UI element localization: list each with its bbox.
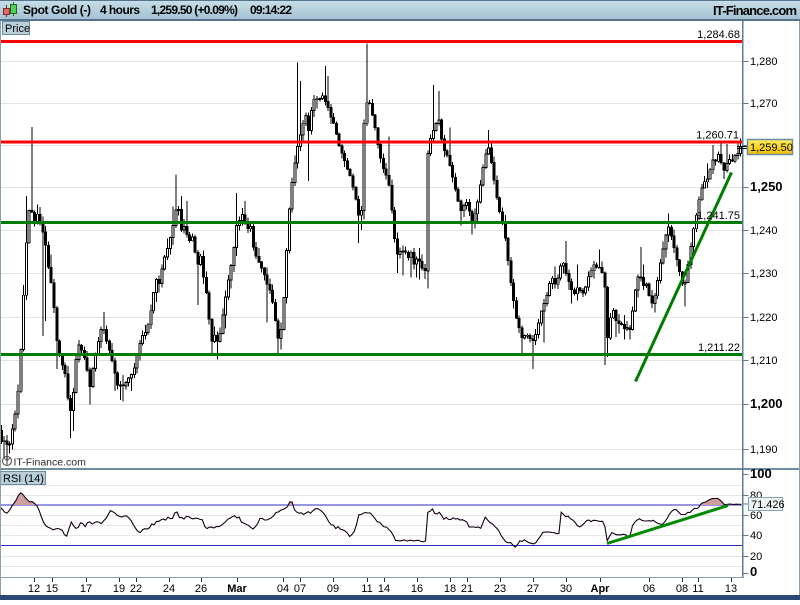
svg-text:4 hours: 4 hours	[100, 3, 140, 17]
svg-text:RSI (14): RSI (14)	[3, 473, 44, 485]
svg-text:21: 21	[461, 583, 473, 595]
svg-text:IT-Finance.com: IT-Finance.com	[14, 457, 87, 469]
svg-text:26: 26	[195, 583, 207, 595]
svg-text:1,259.50 (+0.09%): 1,259.50 (+0.09%)	[151, 3, 238, 17]
svg-text:12: 12	[28, 583, 40, 595]
svg-text:20: 20	[750, 551, 762, 563]
svg-text:11: 11	[692, 583, 703, 595]
svg-text:71.426: 71.426	[751, 499, 785, 511]
svg-text:13: 13	[725, 583, 737, 595]
svg-text:14: 14	[378, 583, 390, 595]
svg-text:24: 24	[163, 583, 175, 595]
svg-text:Apr: Apr	[591, 583, 611, 595]
svg-text:16: 16	[411, 583, 423, 595]
svg-text:04: 04	[277, 583, 289, 595]
svg-text:0: 0	[750, 564, 757, 579]
svg-text:09: 09	[327, 583, 339, 595]
svg-text:30: 30	[560, 583, 572, 595]
svg-text:1,211.22: 1,211.22	[698, 342, 740, 354]
svg-text:19: 19	[113, 583, 125, 595]
svg-text:1,280: 1,280	[750, 56, 778, 68]
svg-text:1,259.50: 1,259.50	[750, 142, 793, 154]
svg-text:17: 17	[80, 583, 92, 595]
svg-text:22: 22	[130, 583, 142, 595]
svg-text:15: 15	[46, 583, 58, 595]
svg-text:1,220: 1,220	[750, 312, 778, 324]
svg-text:08: 08	[676, 583, 688, 595]
svg-text:1,270: 1,270	[750, 98, 778, 110]
svg-text:06: 06	[643, 583, 655, 595]
svg-text:1,284.68: 1,284.68	[697, 29, 740, 41]
svg-text:07: 07	[294, 583, 306, 595]
svg-text:1,241.75: 1,241.75	[697, 210, 740, 222]
svg-text:11: 11	[361, 583, 372, 595]
svg-text:Spot Gold (-): Spot Gold (-)	[23, 3, 91, 17]
svg-text:09:14:22: 09:14:22	[250, 3, 292, 17]
svg-text:IT-Finance.com: IT-Finance.com	[713, 3, 797, 18]
svg-text:1,190: 1,190	[750, 444, 778, 456]
svg-text:1,260.71: 1,260.71	[696, 130, 739, 142]
svg-text:1,200: 1,200	[750, 396, 783, 411]
svg-text:1,230: 1,230	[750, 268, 778, 280]
svg-text:100: 100	[750, 466, 772, 481]
svg-text:Price: Price	[5, 23, 30, 35]
svg-text:23: 23	[494, 583, 506, 595]
svg-text:1,240: 1,240	[750, 225, 778, 237]
svg-text:18: 18	[444, 583, 456, 595]
svg-text:1,210: 1,210	[750, 355, 778, 367]
svg-text:1,250: 1,250	[750, 179, 783, 194]
svg-text:60: 60	[750, 510, 762, 522]
svg-text:40: 40	[750, 530, 762, 542]
svg-text:27: 27	[527, 583, 539, 595]
svg-text:Mar: Mar	[227, 583, 247, 595]
